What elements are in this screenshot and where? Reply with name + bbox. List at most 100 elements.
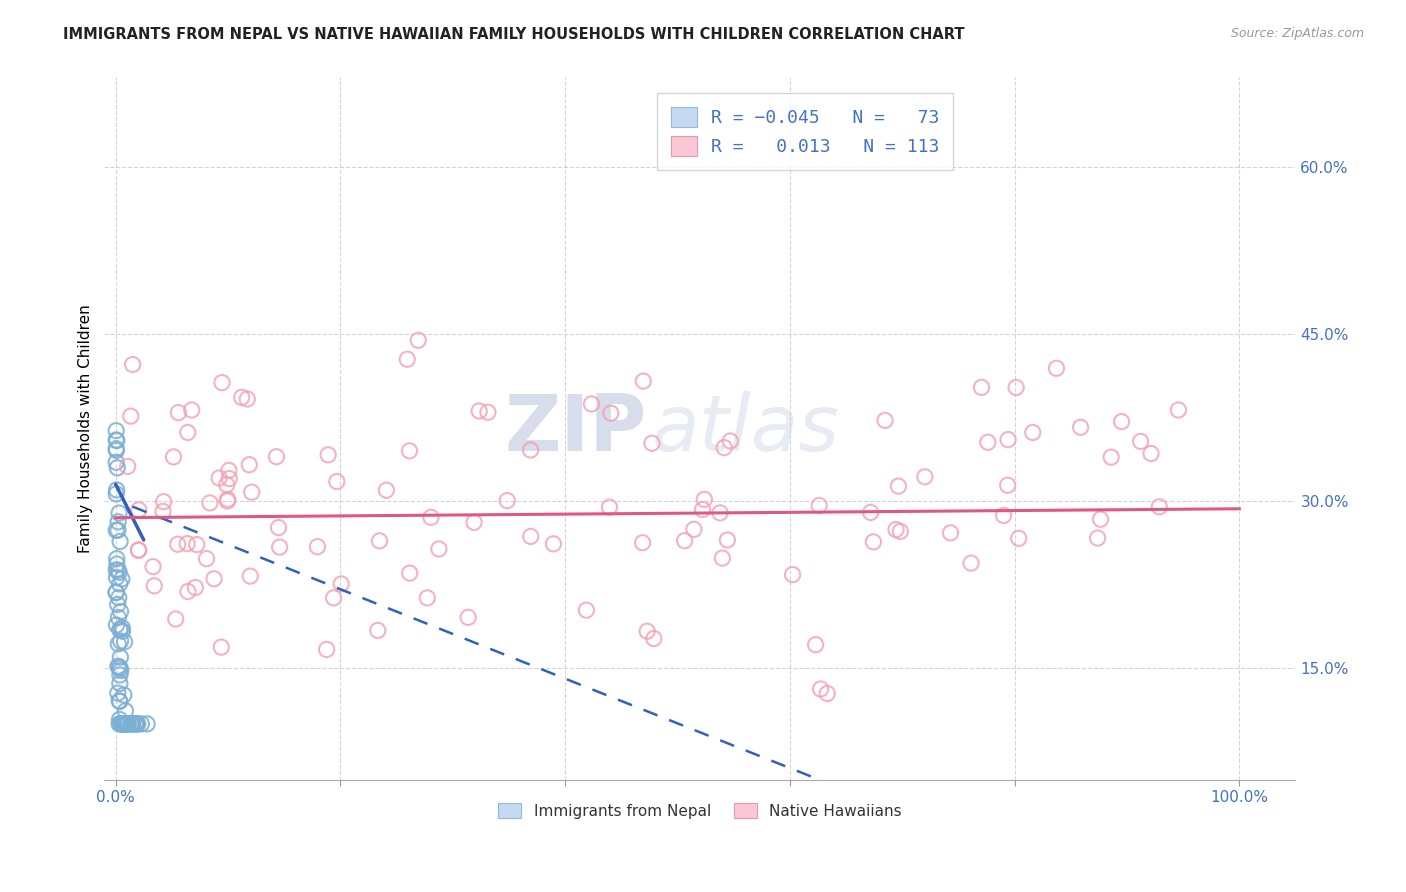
Point [692,502,714,516]
Point [114,717,136,731]
Point [184,581,207,595]
Point [997,478,1019,492]
Point [125,717,148,731]
Point [110,717,132,731]
Point [121,717,143,731]
Point [859,505,882,519]
Point [114,704,136,718]
Point [127,717,149,731]
Point [128,542,150,557]
Point [581,397,603,411]
Point [177,425,200,440]
Point [105,433,128,447]
Point [1087,531,1109,545]
Point [215,477,238,491]
Point [117,459,139,474]
Point [177,584,200,599]
Point [543,537,565,551]
Point [368,533,391,548]
Legend: Immigrants from Nepal, Native Hawaiians: Immigrants from Nepal, Native Hawaiians [492,797,907,824]
Point [108,534,131,549]
Point [111,624,134,639]
Point [136,717,159,731]
Point [970,380,993,394]
Point [633,374,655,388]
Point [315,642,337,657]
Point [105,424,128,438]
Point [112,717,135,731]
Point [105,585,128,599]
Point [114,717,136,731]
Point [716,533,738,547]
Point [152,504,174,518]
Point [240,485,263,500]
Point [398,566,420,581]
Point [457,610,479,624]
Point [416,591,439,605]
Point [330,577,353,591]
Point [808,499,831,513]
Point [463,516,485,530]
Point [782,567,804,582]
Y-axis label: Family Households with Children: Family Households with Children [79,304,93,553]
Point [131,717,153,731]
Point [939,525,962,540]
Point [218,463,240,477]
Point [641,436,664,450]
Point [111,717,134,731]
Point [208,471,231,485]
Point [643,632,665,646]
Point [673,533,696,548]
Point [186,538,208,552]
Point [396,352,419,367]
Point [105,487,128,501]
Point [1111,415,1133,429]
Point [110,717,132,731]
Point [111,717,134,731]
Point [1149,500,1171,514]
Point [960,556,983,570]
Point [105,551,128,566]
Point [176,536,198,550]
Point [111,717,134,731]
Point [114,717,136,731]
Point [180,403,202,417]
Point [575,603,598,617]
Point [165,612,187,626]
Point [887,479,910,493]
Point [107,659,129,673]
Point [977,435,1000,450]
Point [105,557,128,571]
Point [519,529,541,543]
Point [108,623,131,637]
Point [108,577,131,591]
Point [367,624,389,638]
Point [266,450,288,464]
Point [108,661,131,675]
Point [108,694,131,708]
Point [108,717,131,731]
Point [519,442,541,457]
Point [810,681,832,696]
Point [236,392,259,406]
Point [105,563,128,577]
Point [267,520,290,534]
Point [914,470,936,484]
Point [127,543,149,558]
Point [110,664,132,678]
Point [143,579,166,593]
Point [202,572,225,586]
Point [110,634,132,648]
Point [1070,420,1092,434]
Point [108,660,131,674]
Point [239,569,262,583]
Point [111,621,134,635]
Point [117,717,139,731]
Point [420,510,443,524]
Point [114,635,136,649]
Text: Source: ZipAtlas.com: Source: ZipAtlas.com [1230,27,1364,40]
Point [105,618,128,632]
Point [322,591,344,605]
Point [105,585,128,599]
Point [884,523,907,537]
